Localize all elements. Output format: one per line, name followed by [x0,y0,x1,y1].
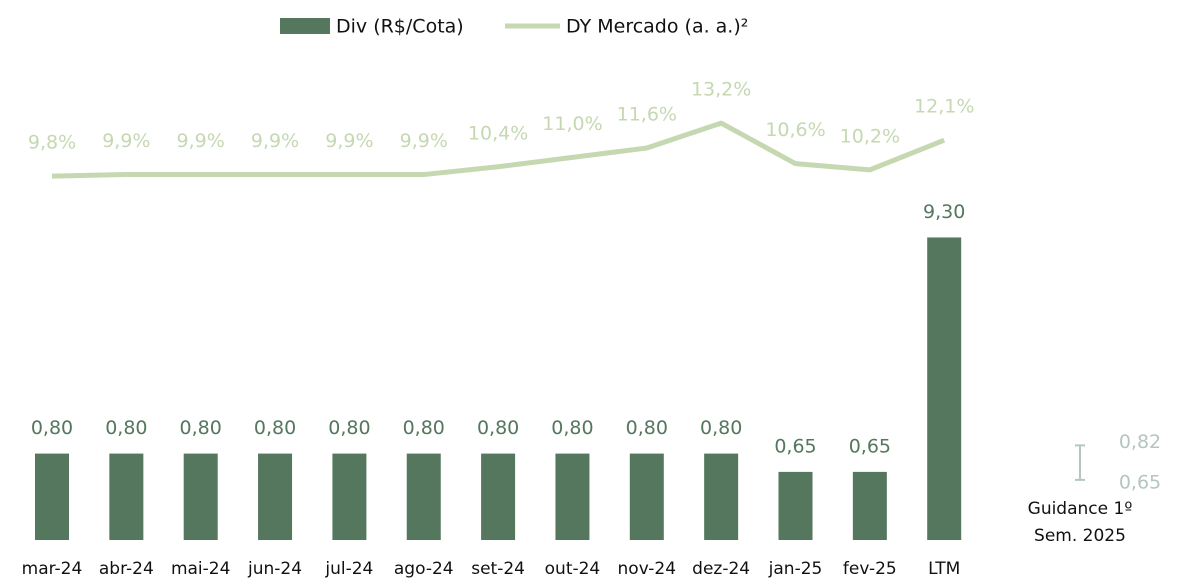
bar [481,453,516,540]
bar-value-label: 0,80 [477,417,519,439]
bar [629,453,664,540]
guidance-high-label: 0,82 [1119,431,1161,453]
line-value-label: 10,6% [765,119,825,141]
line-value-label: 13,2% [691,79,751,101]
line-value-label: 9,8% [28,132,76,154]
line-value-label: 9,9% [251,130,299,152]
x-tick-label: out-24 [545,559,601,579]
bar [927,237,962,541]
bar [332,453,367,540]
bar [258,453,293,540]
legend-swatch-bar [280,18,330,34]
guidance-range [1075,444,1085,481]
line-value-label: 11,0% [542,113,602,135]
bar-value-label: 0,65 [774,435,816,457]
guidance-low-label: 0,65 [1119,471,1161,493]
bar [555,453,590,540]
line-value-label: 9,9% [177,130,225,152]
x-tick-label: mar-24 [22,559,83,579]
bar-value-label: 0,80 [180,417,222,439]
bar [406,453,441,540]
x-tick-label: fev-25 [843,559,897,579]
x-tick-label: set-24 [471,559,525,579]
line-value-label: 11,6% [617,104,677,126]
bar [183,453,218,540]
line-value-label: 10,4% [468,122,528,144]
guidance-label: Guidance 1º [1028,499,1133,519]
x-tick-label: jan-25 [768,559,823,579]
x-tick-label: mai-24 [171,559,230,579]
line-value-label: 9,9% [325,130,373,152]
bar [852,471,887,540]
bar [704,453,739,540]
bar-value-label: 0,65 [849,435,891,457]
x-tick-label: dez-24 [692,559,750,579]
x-tick-label: jun-24 [247,559,302,579]
line-value-label: 9,9% [102,130,150,152]
legend-label: DY Mercado (a. a.)² [566,16,748,38]
x-tick-label: jul-24 [324,559,373,579]
x-tick-label: LTM [928,559,960,579]
bar [109,453,144,540]
bar-value-label: 0,80 [31,417,73,439]
bar-value-label: 0,80 [626,417,668,439]
bar [35,453,69,540]
bar-value-label: 0,80 [403,417,445,439]
line-value-label: 10,2% [840,125,900,147]
guidance-label: Sem. 2025 [1034,526,1126,546]
line-value-label: 12,1% [914,96,974,118]
x-tick-label: abr-24 [99,559,154,579]
x-tick-label: nov-24 [618,559,677,579]
bar-value-label: 0,80 [551,417,593,439]
x-tick-label: ago-24 [394,559,454,579]
bar-value-label: 0,80 [254,417,296,439]
line-value-label: 9,9% [400,130,448,152]
bar [778,471,813,540]
bar-value-label: 0,80 [700,417,742,439]
line [51,120,946,179]
legend-label: Div (R$/Cota) [336,16,464,38]
bar-value-label: 0,80 [328,417,370,439]
bar-value-label: 9,30 [923,201,965,223]
bar-value-label: 0,80 [105,417,147,439]
